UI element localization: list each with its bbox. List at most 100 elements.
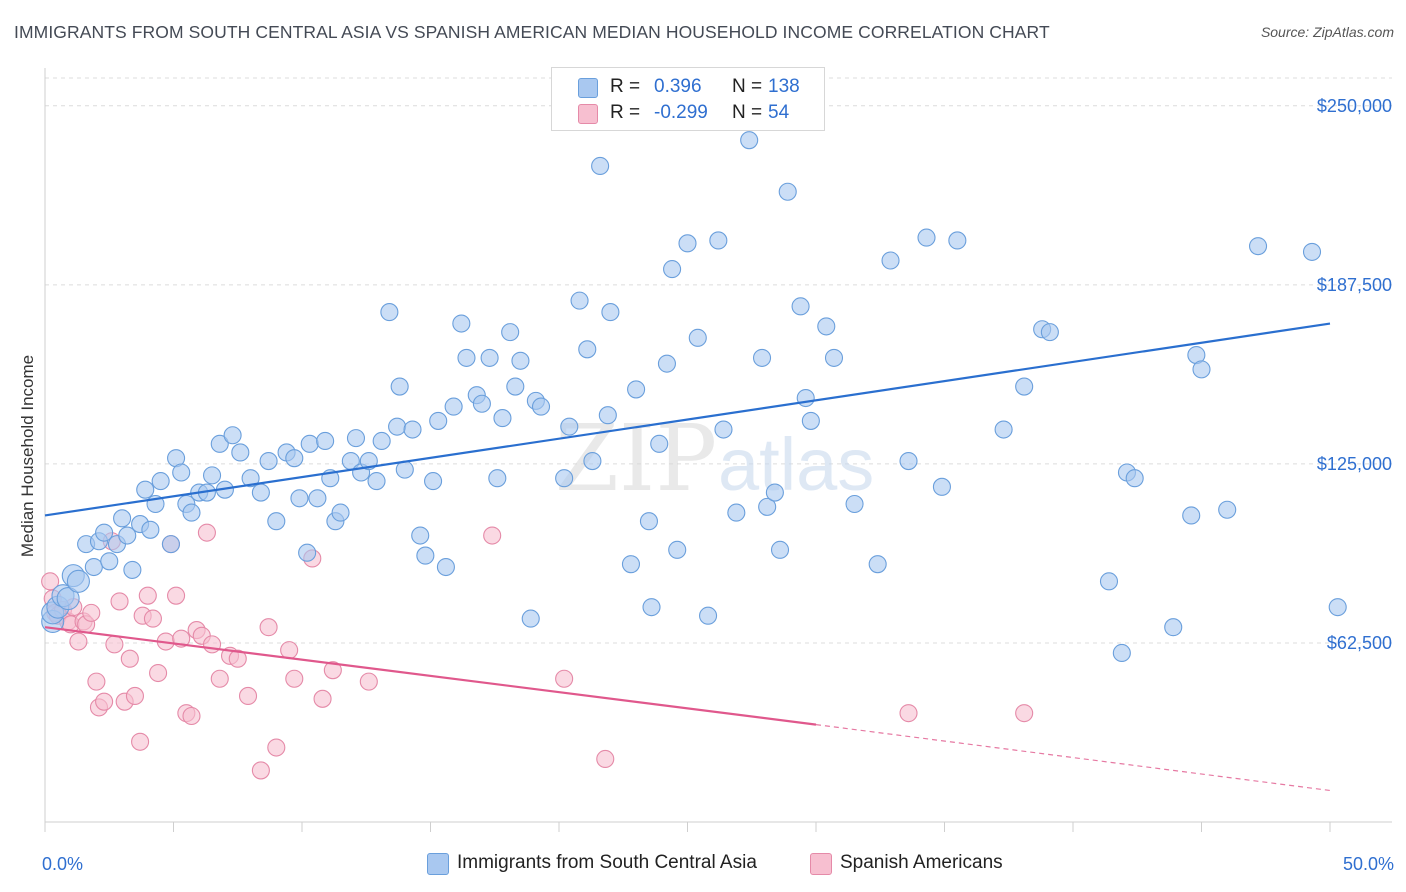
data-point-south-central-asia xyxy=(210,434,229,453)
data-point-south-central-asia xyxy=(457,348,476,367)
bottom-legend-label: Immigrants from South Central Asia xyxy=(457,852,757,873)
data-point-spanish-americans xyxy=(596,749,615,769)
data-point-south-central-asia xyxy=(444,397,463,416)
data-point-spanish-americans xyxy=(149,663,168,683)
trend-line-spanish-americans xyxy=(44,626,817,726)
data-point-spanish-americans xyxy=(110,592,129,611)
data-point-spanish-americans xyxy=(280,641,299,660)
data-point-south-central-asia xyxy=(642,598,661,617)
data-point-south-central-asia xyxy=(1218,500,1237,519)
data-point-south-central-asia xyxy=(1182,506,1201,525)
data-point-south-central-asia xyxy=(727,503,746,522)
data-point-south-central-asia xyxy=(663,260,682,279)
data-point-spanish-americans xyxy=(41,572,60,591)
data-point-spanish-americans xyxy=(210,669,229,688)
data-point-south-central-asia xyxy=(411,526,430,545)
data-point-south-central-asia xyxy=(1099,572,1119,591)
data-point-south-central-asia xyxy=(429,411,448,430)
data-point-south-central-asia xyxy=(488,469,507,488)
data-point-south-central-asia xyxy=(172,463,191,482)
data-point-south-central-asia xyxy=(845,494,864,514)
legend-r-label: R = xyxy=(610,102,641,123)
data-point-south-central-asia xyxy=(668,540,687,559)
data-point-south-central-asia xyxy=(151,472,170,491)
data-point-south-central-asia xyxy=(436,557,455,577)
data-point-spanish-americans xyxy=(138,586,157,605)
data-point-south-central-asia xyxy=(511,351,530,370)
legend-n-value: 54 xyxy=(768,102,790,123)
data-point-south-central-asia xyxy=(699,606,718,625)
data-point-spanish-americans xyxy=(69,632,88,651)
source-attribution: Source: ZipAtlas.com xyxy=(1260,24,1394,40)
trend-lines xyxy=(44,322,1331,792)
data-point-south-central-asia xyxy=(1164,618,1183,637)
data-point-south-central-asia xyxy=(123,560,142,579)
data-point-spanish-americans xyxy=(1015,704,1034,723)
data-point-south-central-asia xyxy=(290,489,309,508)
data-point-south-central-asia xyxy=(1248,237,1268,256)
data-point-south-central-asia xyxy=(480,348,499,367)
data-point-south-central-asia xyxy=(555,469,574,488)
data-point-south-central-asia xyxy=(868,555,887,574)
data-point-south-central-asia xyxy=(285,449,304,468)
data-point-south-central-asia xyxy=(1302,242,1322,261)
data-point-south-central-asia xyxy=(578,340,597,359)
data-point-south-central-asia xyxy=(95,523,114,542)
data-point-south-central-asia xyxy=(331,503,350,522)
data-point-south-central-asia xyxy=(627,380,646,399)
data-point-south-central-asia xyxy=(1125,469,1144,488)
data-point-south-central-asia xyxy=(570,291,589,310)
data-point-south-central-asia xyxy=(118,526,137,545)
data-point-spanish-americans xyxy=(125,686,144,706)
data-point-spanish-americans xyxy=(182,706,201,726)
data-point-south-central-asia xyxy=(899,451,918,471)
data-point-spanish-americans xyxy=(87,672,106,691)
data-point-south-central-asia xyxy=(994,420,1013,439)
data-point-spanish-americans xyxy=(82,603,101,622)
data-point-south-central-asia xyxy=(1328,598,1347,617)
data-point-south-central-asia xyxy=(752,348,772,367)
data-point-south-central-asia xyxy=(493,409,512,428)
legend-r-label: R = xyxy=(610,76,641,97)
data-point-spanish-americans xyxy=(359,672,378,691)
data-point-spanish-americans xyxy=(105,635,124,654)
data-point-south-central-asia xyxy=(452,314,471,333)
data-point-south-central-asia xyxy=(1015,377,1034,396)
data-point-south-central-asia xyxy=(424,472,443,491)
legend-n-value: 138 xyxy=(768,76,800,97)
data-point-south-central-asia xyxy=(346,429,366,448)
data-point-south-central-asia xyxy=(251,483,270,502)
legend-n-label: N = xyxy=(732,102,763,123)
data-point-spanish-americans xyxy=(95,692,114,711)
data-point-spanish-americans xyxy=(483,526,502,545)
data-point-spanish-americans xyxy=(238,686,258,706)
data-point-south-central-asia xyxy=(591,156,610,176)
data-point-south-central-asia xyxy=(740,131,759,150)
data-point-south-central-asia xyxy=(308,489,327,508)
data-point-spanish-americans xyxy=(167,586,186,605)
bottom-legend-swatch-blue xyxy=(427,853,449,875)
data-point-south-central-asia xyxy=(390,377,409,396)
bottom-legend-swatch-pink xyxy=(810,853,832,875)
data-point-south-central-asia xyxy=(778,182,797,201)
data-point-south-central-asia xyxy=(241,469,260,488)
data-point-spanish-americans xyxy=(228,649,247,668)
legend-n-label: N = xyxy=(732,76,763,97)
data-point-south-central-asia xyxy=(136,480,155,499)
data-point-south-central-asia xyxy=(770,540,790,559)
data-point-south-central-asia xyxy=(56,586,80,611)
watermark-atlas: atlas xyxy=(718,423,874,506)
data-point-south-central-asia xyxy=(932,477,951,496)
data-point-spanish-americans xyxy=(285,669,304,688)
chart-title: IMMIGRANTS FROM SOUTH CENTRAL ASIA VS SP… xyxy=(14,22,1050,42)
data-point-south-central-asia xyxy=(796,388,815,408)
data-point-spanish-americans xyxy=(131,732,150,751)
data-point-south-central-asia xyxy=(709,231,728,250)
bottom-legend-label: Spanish Americans xyxy=(840,852,1003,873)
data-point-south-central-asia xyxy=(1040,323,1059,342)
data-point-south-central-asia xyxy=(182,503,201,522)
data-point-south-central-asia xyxy=(1112,643,1131,663)
data-point-spanish-americans xyxy=(313,689,332,708)
data-point-south-central-asia xyxy=(223,426,242,445)
